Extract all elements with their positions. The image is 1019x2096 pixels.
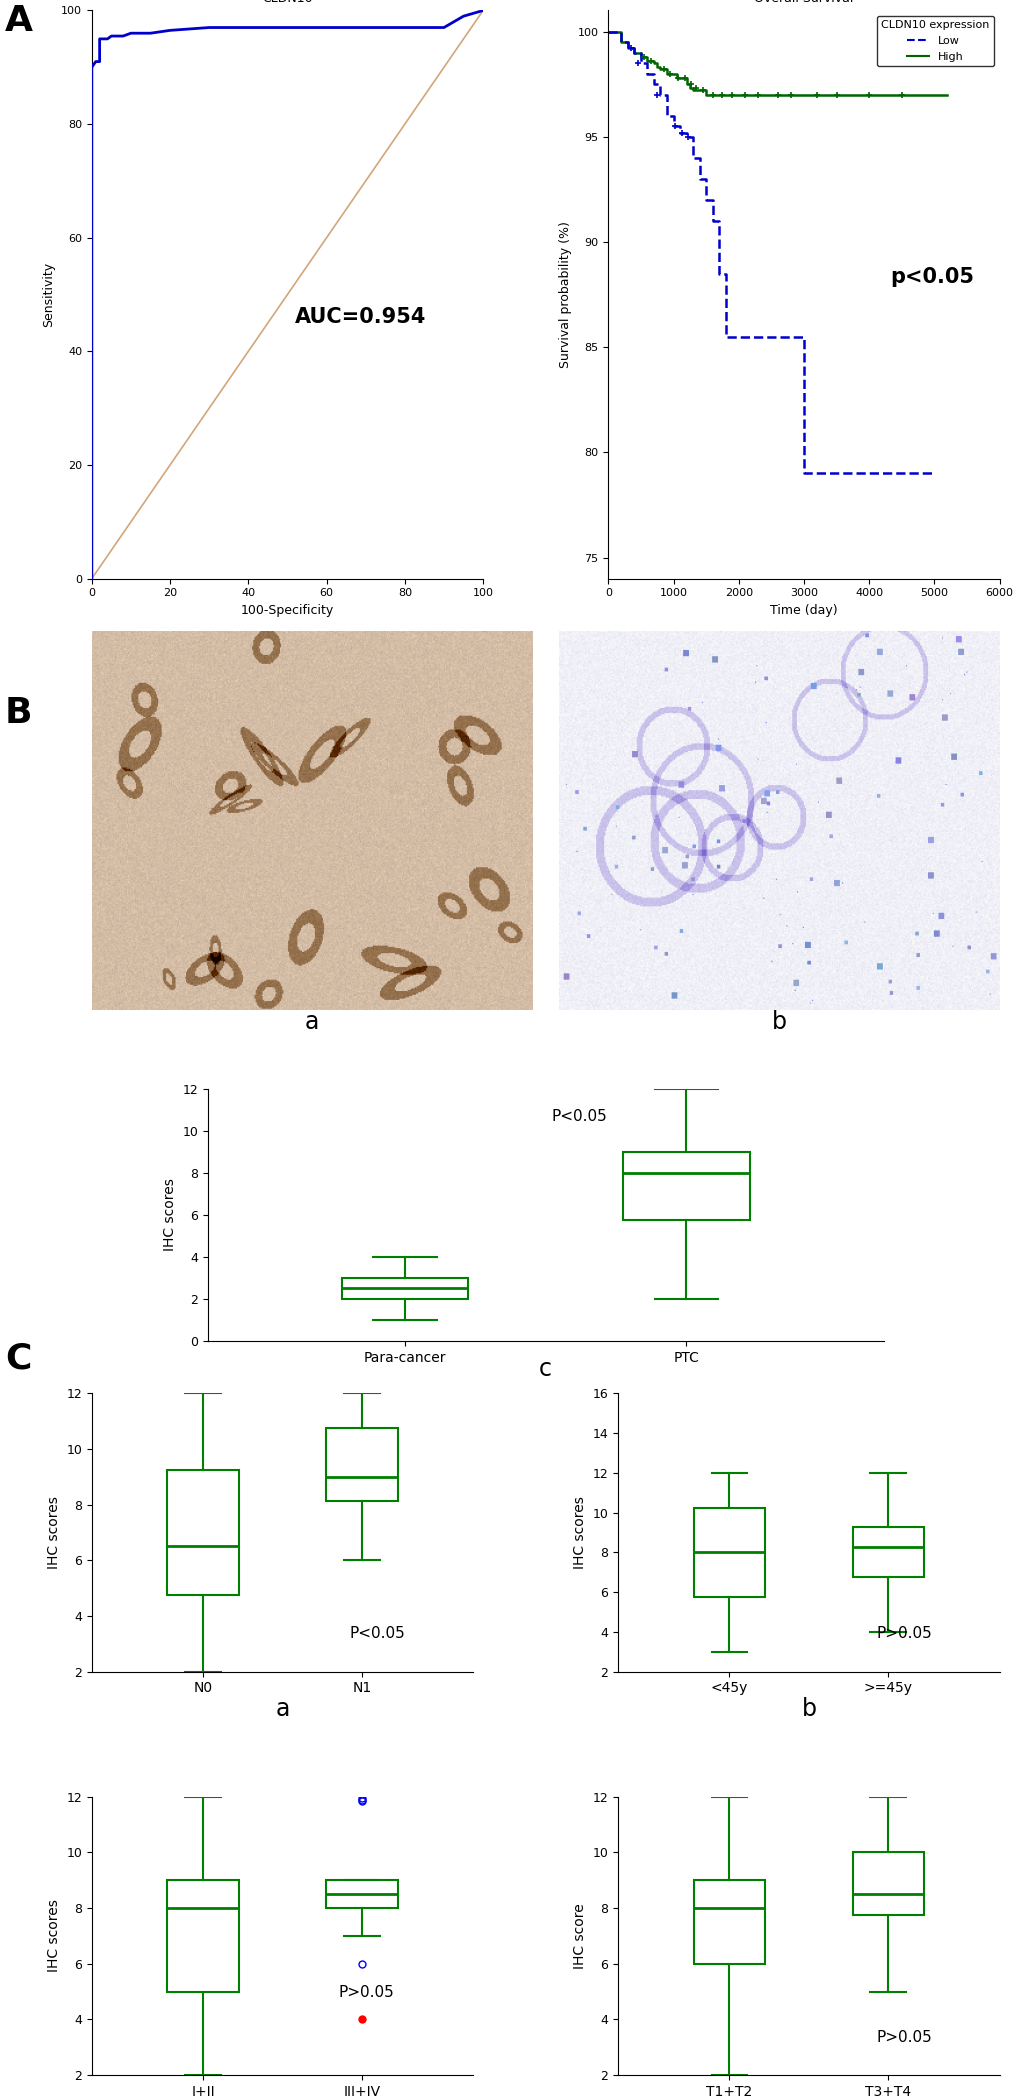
Text: P<0.05: P<0.05: [551, 1109, 606, 1123]
Text: a: a: [280, 633, 294, 658]
Y-axis label: Sensitivity: Sensitivity: [43, 262, 55, 327]
Text: a: a: [305, 1010, 319, 1033]
PathPatch shape: [693, 1880, 764, 1964]
Text: b: b: [771, 1010, 786, 1033]
Y-axis label: IHC score: IHC score: [573, 1903, 587, 1968]
Text: P<0.05: P<0.05: [350, 1626, 406, 1641]
Text: b: b: [801, 1698, 815, 1721]
Y-axis label: IHC scores: IHC scores: [162, 1178, 176, 1251]
Y-axis label: IHC scores: IHC scores: [47, 1899, 60, 1972]
Y-axis label: Survival probability (%): Survival probability (%): [558, 220, 572, 369]
Text: P>0.05: P>0.05: [875, 2029, 931, 2046]
Y-axis label: IHC scores: IHC scores: [573, 1497, 587, 1570]
Text: p<0.05: p<0.05: [890, 266, 973, 287]
Text: A: A: [5, 4, 33, 38]
PathPatch shape: [167, 1469, 238, 1595]
Text: b: b: [796, 633, 811, 658]
Text: a: a: [275, 1698, 289, 1721]
PathPatch shape: [326, 1880, 397, 1907]
X-axis label: Time (day): Time (day): [769, 604, 837, 616]
PathPatch shape: [623, 1151, 749, 1220]
PathPatch shape: [693, 1507, 764, 1597]
PathPatch shape: [852, 1853, 923, 1916]
Text: P>0.05: P>0.05: [338, 1985, 394, 2000]
Y-axis label: IHC scores: IHC scores: [47, 1497, 60, 1570]
X-axis label: 100-Specificity: 100-Specificity: [240, 604, 334, 616]
PathPatch shape: [167, 1880, 238, 1991]
PathPatch shape: [341, 1279, 468, 1300]
Text: B: B: [5, 696, 33, 729]
Title: Overall Survival: Overall Survival: [753, 0, 853, 4]
Title: CLDN10: CLDN10: [262, 0, 313, 4]
PathPatch shape: [326, 1427, 397, 1501]
Text: c: c: [539, 1358, 551, 1381]
Text: AUC=0.954: AUC=0.954: [294, 306, 426, 327]
PathPatch shape: [852, 1528, 923, 1576]
Text: P>0.05: P>0.05: [875, 1626, 931, 1641]
Legend: Low, High: Low, High: [876, 17, 994, 67]
Text: C: C: [5, 1341, 32, 1375]
